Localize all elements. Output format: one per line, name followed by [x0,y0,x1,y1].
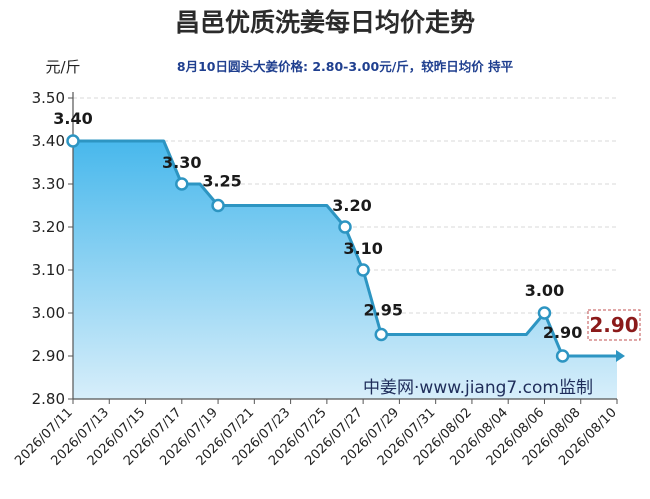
latest-price-callout: 2.90 [587,309,641,341]
latest-price-label: 2.90 [589,313,638,337]
y-tick-label: 3.20 [32,218,65,236]
data-point [211,198,225,213]
y-tick-label: 2.90 [32,347,65,365]
series-end-arrow [616,350,625,362]
y-tick-labels: 2.80 2.90 3.00 3.10 3.20 3.30 3.40 3.50 [32,89,65,408]
data-label: 3.00 [525,281,564,300]
y-tick-label: 3.40 [32,132,65,150]
y-tick-label: 3.30 [32,175,65,193]
x-tick-labels: 2026/07/112026/07/132026/07/152026/07/17… [12,405,620,469]
data-point [537,306,552,320]
y-tick-label: 2.80 [32,390,65,408]
latest-price-box [587,309,641,341]
y-tick-label: 3.10 [32,261,65,279]
data-point [175,177,189,191]
chart-subtitle: 8月10日圆头大姜价格: 2.80-3.00元/斤，较昨日均价 持平 [177,59,514,74]
data-point [374,327,389,342]
data-label: 3.20 [332,196,371,215]
data-label: 3.10 [343,239,382,258]
chart-title: 昌邑优质洗姜每日均价走势 [175,8,475,37]
grid-lines [68,97,618,404]
data-points [66,134,570,363]
y-tick-label: 3.50 [32,89,65,107]
data-point [66,134,80,148]
data-point [356,263,370,277]
data-point [338,220,352,234]
data-point [555,349,570,363]
watermark-text: 中姜网·www.jiang7.com监制 [363,378,593,398]
data-label: 2.90 [543,323,582,342]
data-label: 2.95 [364,301,403,320]
data-label: 3.40 [53,109,92,128]
data-labels: 3.40 3.303.25 3.20 3.10 2.95 3.00 2.90 [53,109,582,342]
y-tick-label: 3.00 [32,304,65,322]
y-axis-unit: 元/斤 [45,58,80,76]
data-label: 3.30 [162,153,201,172]
data-label: 3.25 [202,172,241,191]
